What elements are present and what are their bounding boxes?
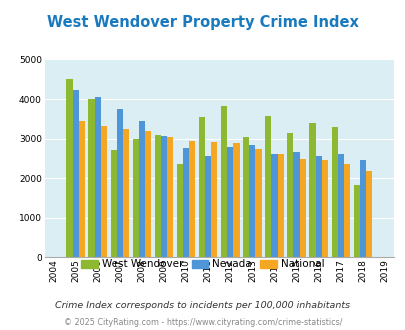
Bar <box>176 164 183 257</box>
Bar <box>145 131 151 257</box>
Bar <box>205 156 211 257</box>
Bar <box>72 90 79 257</box>
Bar <box>227 147 233 257</box>
Bar <box>315 156 321 257</box>
Bar <box>183 148 189 257</box>
Bar <box>243 137 249 257</box>
Bar <box>88 99 94 257</box>
Bar <box>110 150 116 257</box>
Bar <box>293 152 299 257</box>
Bar <box>353 185 359 257</box>
Bar <box>277 154 283 257</box>
Bar <box>79 121 85 257</box>
Bar <box>331 127 337 257</box>
Bar <box>255 149 261 257</box>
Legend: West Wendover, Nevada, National: West Wendover, Nevada, National <box>77 255 328 274</box>
Bar <box>154 135 160 257</box>
Bar <box>359 160 365 257</box>
Bar <box>337 154 343 257</box>
Bar <box>299 159 305 257</box>
Bar <box>160 136 167 257</box>
Bar <box>94 97 100 257</box>
Bar <box>167 137 173 257</box>
Bar <box>139 121 145 257</box>
Bar <box>321 160 327 257</box>
Text: West Wendover Property Crime Index: West Wendover Property Crime Index <box>47 15 358 30</box>
Bar <box>189 141 195 257</box>
Bar <box>123 129 129 257</box>
Bar <box>116 109 123 257</box>
Bar <box>66 79 72 257</box>
Bar <box>100 126 107 257</box>
Text: Crime Index corresponds to incidents per 100,000 inhabitants: Crime Index corresponds to incidents per… <box>55 301 350 310</box>
Bar <box>343 164 349 257</box>
Bar <box>220 106 227 257</box>
Bar <box>233 143 239 257</box>
Bar <box>211 142 217 257</box>
Bar <box>287 133 293 257</box>
Bar <box>264 116 271 257</box>
Bar <box>365 171 371 257</box>
Bar <box>249 145 255 257</box>
Bar <box>309 123 315 257</box>
Bar <box>198 117 205 257</box>
Bar <box>132 139 139 257</box>
Bar <box>271 154 277 257</box>
Text: © 2025 CityRating.com - https://www.cityrating.com/crime-statistics/: © 2025 CityRating.com - https://www.city… <box>64 318 341 327</box>
